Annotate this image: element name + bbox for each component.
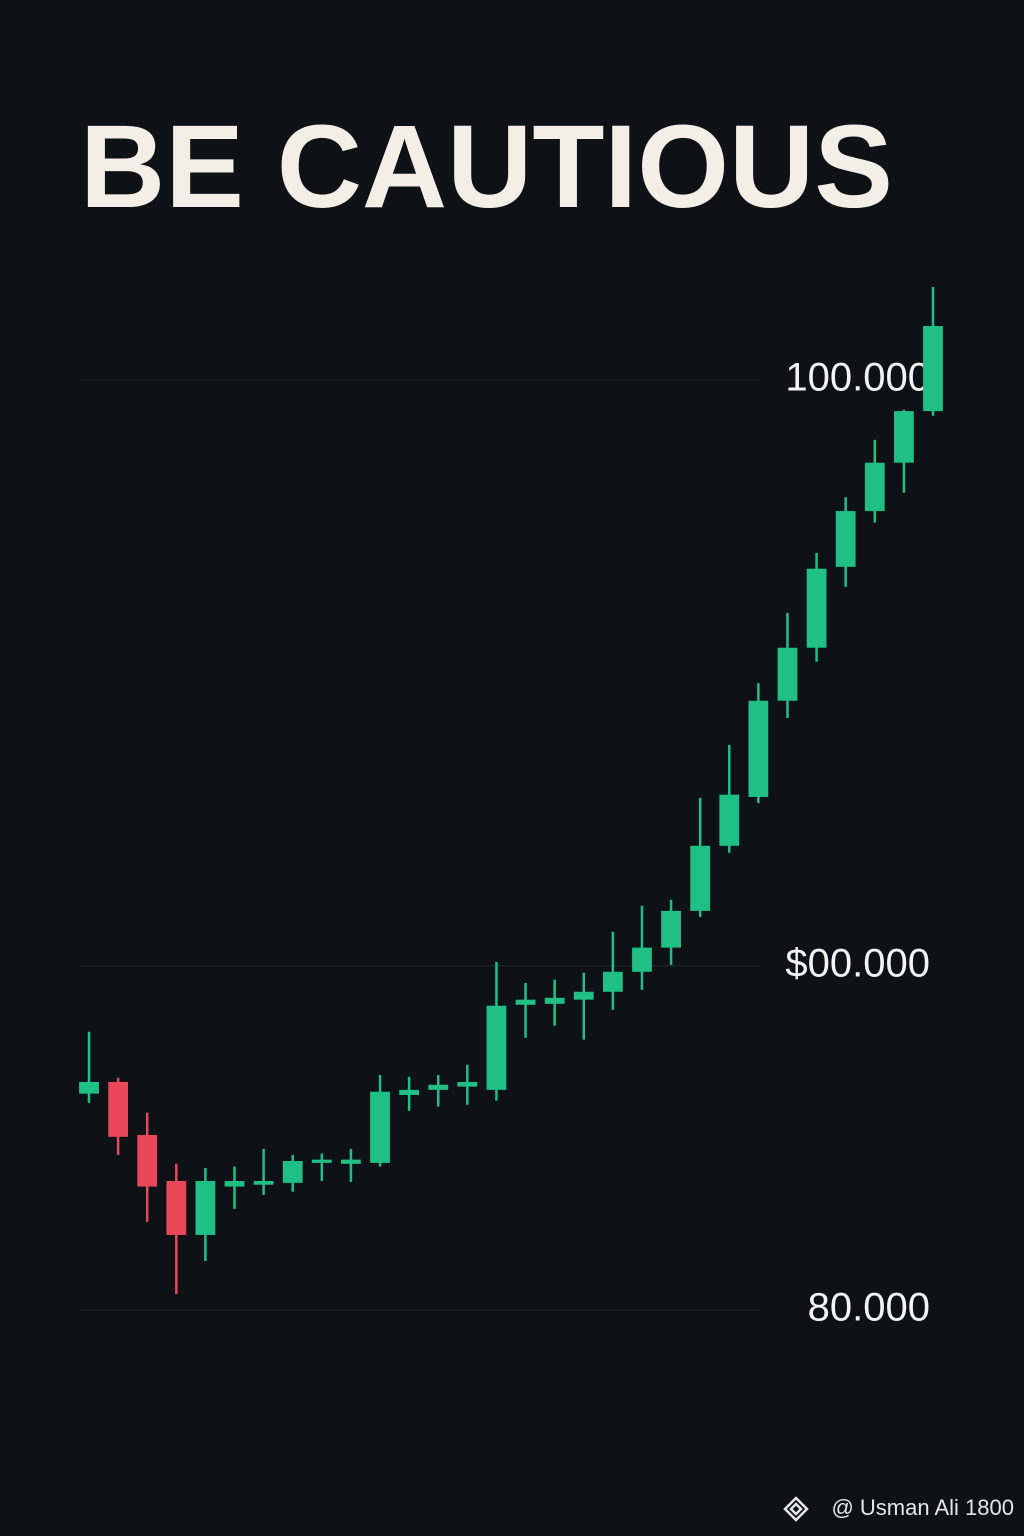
candle-body — [632, 947, 652, 972]
candle-body — [311, 1159, 332, 1163]
candle-body — [835, 511, 856, 567]
candle-body — [748, 700, 769, 797]
candle-body — [661, 910, 681, 948]
candle-body — [166, 1181, 187, 1235]
candle-body — [370, 1091, 390, 1163]
candle-body — [719, 794, 740, 846]
candle-body — [486, 1005, 507, 1090]
y-tick-label: 80.000 — [808, 1285, 930, 1329]
chart-title: BE CAUTIOUS — [80, 101, 893, 233]
candle-body — [79, 1081, 99, 1094]
candle-body — [108, 1081, 128, 1137]
candle-body — [195, 1181, 216, 1235]
candle-body — [457, 1081, 478, 1087]
candle-body — [602, 971, 623, 992]
y-tick-label: $00.000 — [785, 941, 930, 985]
candle-body — [923, 326, 943, 412]
candle-body — [224, 1181, 245, 1187]
candle-body — [341, 1159, 361, 1164]
watermark-icon — [783, 1496, 809, 1522]
candle-body — [137, 1134, 158, 1187]
watermark: @ Usman Ali 1800 — [831, 1495, 1014, 1520]
candle-body — [399, 1089, 420, 1095]
candle-body — [573, 991, 594, 1000]
y-tick-label: 100.000 — [785, 356, 930, 400]
candle-body — [253, 1181, 274, 1185]
candle-body — [428, 1084, 449, 1090]
candle-body — [515, 999, 536, 1005]
candle-body — [777, 647, 798, 701]
candle-body — [864, 462, 885, 512]
candle-body — [544, 997, 565, 1004]
candle-body — [282, 1161, 303, 1183]
candle-body — [806, 568, 827, 648]
candle-body — [894, 411, 914, 463]
candle-body — [690, 845, 711, 911]
